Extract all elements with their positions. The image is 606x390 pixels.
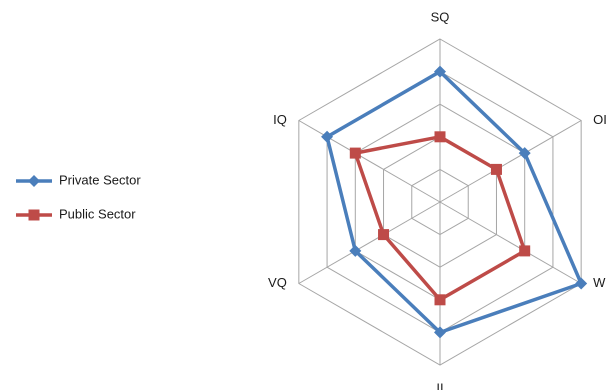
legend-marker-2 [28, 209, 40, 221]
series-2-point-w [519, 245, 531, 257]
series-2-point-ii [434, 294, 446, 306]
legend-label-2: Public Sector [59, 206, 136, 221]
axis-label-oi: OI [593, 112, 606, 127]
series-1-point-w [575, 277, 588, 290]
series-2-point-oi [490, 163, 502, 175]
series-1-point-iq [321, 130, 334, 143]
axis-spoke [298, 201, 441, 284]
series-1-point-vq [349, 244, 362, 257]
axis-spoke [298, 120, 441, 203]
series-1-point-sq [434, 65, 446, 78]
axis-label-sq: SQ [431, 9, 450, 24]
axis-spoke [439, 201, 582, 284]
series-2-point-sq [434, 131, 446, 143]
series-2-point-vq [378, 229, 390, 241]
legend-label-1: Private Sector [59, 172, 141, 187]
axis-label-iq: IQ [273, 112, 287, 127]
axis-spoke [439, 120, 582, 203]
legend-marker-1 [28, 175, 40, 187]
axis-label-ii: II [436, 380, 443, 390]
axis-label-w: W [593, 275, 606, 290]
series-2-point-iq [349, 147, 361, 159]
series-1-point-ii [434, 326, 446, 339]
axis-label-vq: VQ [268, 275, 287, 290]
series-1-point-oi [518, 147, 531, 160]
